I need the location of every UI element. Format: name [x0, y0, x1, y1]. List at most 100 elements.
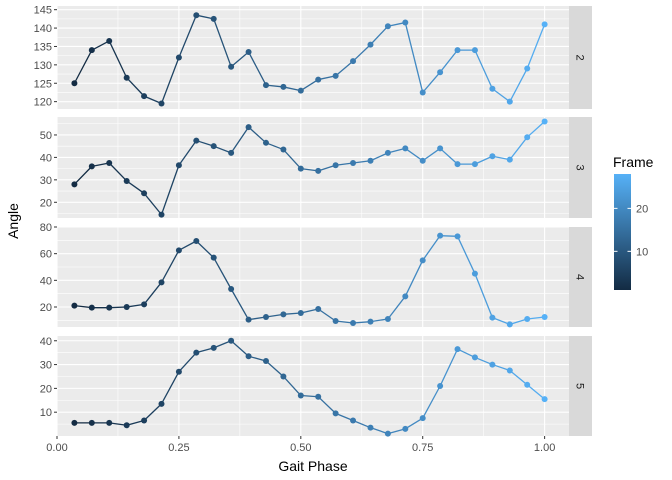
- series-line-segment: [439, 348, 459, 387]
- y-axis-title: Angle: [5, 203, 21, 239]
- data-point: [315, 306, 322, 312]
- y-tick-label: 10: [40, 407, 52, 419]
- data-point: [506, 98, 513, 105]
- y-tick-label: 40: [40, 336, 52, 348]
- series-line-segment: [282, 149, 302, 170]
- y-tick-label: 20: [40, 197, 52, 209]
- legend-colorbar: [614, 174, 631, 290]
- series-line-segment: [213, 340, 232, 349]
- x-tick-label: 0.50: [290, 442, 311, 454]
- data-point: [489, 361, 496, 368]
- y-tick-label: 145: [34, 5, 52, 17]
- series-line-segment: [526, 121, 546, 138]
- series-line-segment: [282, 376, 302, 396]
- data-point: [123, 304, 130, 310]
- data-point: [297, 87, 304, 94]
- facet-strip-label: 4: [574, 274, 586, 280]
- data-point: [541, 314, 548, 320]
- data-point: [228, 337, 235, 344]
- data-point: [419, 257, 426, 264]
- data-point: [175, 368, 182, 375]
- series-line-segment: [213, 18, 232, 67]
- data-point: [123, 177, 130, 184]
- series-line-segment: [492, 363, 511, 372]
- series-line-segment: [387, 428, 406, 435]
- data-point: [158, 211, 165, 218]
- series-line-segment: [160, 165, 180, 215]
- panel-background: [57, 227, 569, 327]
- data-point: [471, 354, 478, 361]
- x-tick-label: 0.00: [46, 442, 67, 454]
- data-point: [454, 346, 461, 353]
- data-point: [332, 410, 339, 417]
- series-line-segment: [352, 44, 371, 62]
- data-point: [367, 318, 374, 325]
- color-legend: Frame 10 20: [613, 154, 654, 290]
- data-point: [471, 47, 478, 54]
- series-line-segment: [422, 147, 441, 162]
- data-point: [524, 381, 531, 388]
- data-point: [297, 165, 304, 172]
- data-point: [454, 161, 461, 168]
- data-point: [315, 393, 322, 400]
- series-line-segment: [370, 427, 389, 435]
- data-point: [541, 21, 548, 28]
- series-line-segment: [143, 95, 162, 105]
- series-line-segment: [73, 165, 93, 185]
- data-point: [71, 419, 78, 426]
- y-tick-label: 125: [34, 78, 52, 90]
- data-point: [106, 160, 113, 167]
- data-point: [123, 422, 130, 429]
- series-line-segment: [526, 384, 546, 400]
- x-tick-label: 1.00: [534, 442, 555, 454]
- facet-panel-3: 20 30 40 50 3: [40, 117, 592, 218]
- series-line-segment: [230, 340, 250, 357]
- series-line-segment: [492, 88, 511, 103]
- x-tick-label: 0.75: [412, 442, 433, 454]
- series-line-segment: [300, 79, 319, 92]
- data-point: [524, 65, 531, 72]
- data-point: [524, 134, 531, 141]
- data-point: [402, 293, 409, 300]
- data-point: [262, 358, 269, 364]
- y-tick-label: 50: [40, 130, 52, 142]
- data-point: [315, 167, 322, 174]
- data-point: [315, 76, 322, 83]
- data-point: [524, 316, 531, 322]
- facet-panel-2: 120 125 130 135 140 145 2: [34, 5, 592, 109]
- facet-strip-label: 5: [574, 383, 586, 389]
- data-point: [88, 304, 95, 311]
- data-point: [262, 139, 269, 146]
- data-point: [210, 254, 217, 261]
- data-point: [106, 419, 113, 426]
- series-line-segment: [404, 417, 424, 430]
- y-tick-label: 140: [34, 23, 52, 35]
- data-point: [297, 310, 304, 316]
- series-line-segment: [335, 60, 354, 77]
- data-point: [106, 304, 113, 311]
- data-point: [141, 417, 148, 424]
- series-line-segment: [160, 250, 180, 283]
- data-point: [489, 314, 496, 321]
- data-point: [297, 392, 304, 399]
- data-point: [158, 100, 165, 107]
- data-point: [489, 153, 496, 160]
- legend-tick-label: 20: [636, 203, 648, 215]
- data-point: [419, 415, 426, 422]
- y-tick-label: 20: [40, 383, 52, 395]
- series-line-segment: [160, 371, 180, 405]
- data-point: [402, 425, 409, 432]
- y-tick-label: 80: [40, 222, 52, 234]
- y-tick-label: 40: [40, 275, 52, 287]
- series-line-segment: [178, 352, 197, 373]
- legend-title: Frame: [613, 154, 654, 170]
- data-point: [245, 48, 252, 55]
- data-point: [158, 279, 165, 286]
- series-line-segment: [318, 164, 336, 172]
- data-point: [384, 430, 391, 437]
- data-point: [471, 161, 478, 168]
- series-line-segment: [196, 139, 214, 147]
- data-point: [367, 157, 374, 164]
- series-line-segment: [73, 49, 93, 84]
- series-line-segment: [108, 162, 128, 182]
